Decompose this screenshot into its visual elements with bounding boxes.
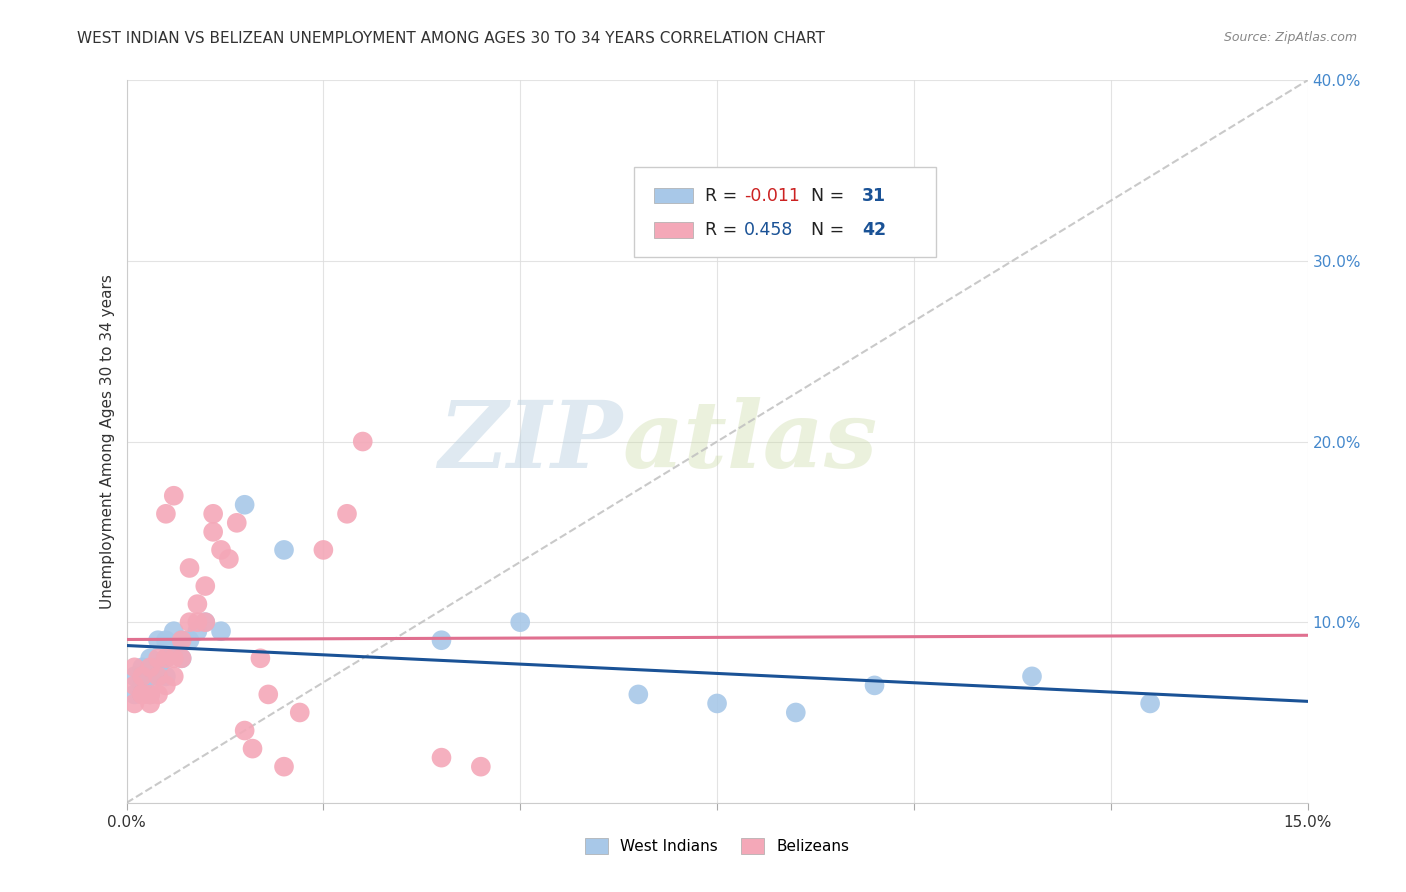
Point [170,633,193,648]
Text: -0.011: -0.011 [744,186,800,204]
Point [139,697,162,711]
Text: WEST INDIAN VS BELIZEAN UNEMPLOYMENT AMONG AGES 30 TO 34 YEARS CORRELATION CHART: WEST INDIAN VS BELIZEAN UNEMPLOYMENT AMO… [77,31,825,46]
Point [146,633,169,648]
Point [179,561,201,575]
Point [170,651,193,665]
Point [863,678,886,692]
Point [146,687,169,701]
Point [336,507,359,521]
Point [194,615,217,630]
Point [430,750,453,764]
Point [225,516,247,530]
Text: R =: R = [706,221,742,239]
Point [627,687,650,701]
Point [163,489,186,503]
Point [146,660,169,674]
Point [186,597,208,611]
FancyBboxPatch shape [654,187,693,203]
Point [509,615,531,630]
Text: R =: R = [706,186,742,204]
FancyBboxPatch shape [634,167,935,257]
Point [273,760,295,774]
Point [146,669,169,683]
Point [352,434,374,449]
Point [249,651,271,665]
Point [146,669,169,683]
Legend: West Indians, Belizeans: West Indians, Belizeans [579,832,855,860]
Point [233,498,256,512]
Point [209,542,232,557]
Point [124,660,146,674]
Point [186,624,208,639]
Point [194,615,217,630]
Point [194,579,217,593]
Point [124,697,146,711]
Point [1021,669,1043,683]
Point [273,542,295,557]
Point [131,669,153,683]
Point [257,687,280,701]
Text: ZIP: ZIP [439,397,623,486]
Text: 0.458: 0.458 [744,221,793,239]
Point [131,678,153,692]
Point [186,615,208,630]
Point [288,706,311,720]
Point [785,706,807,720]
Point [202,507,225,521]
Point [170,651,193,665]
Point [179,633,201,648]
Text: N =: N = [800,186,849,204]
Point [242,741,264,756]
Point [163,669,186,683]
Point [139,687,162,701]
FancyBboxPatch shape [654,222,693,238]
Point [163,624,186,639]
Point [163,651,186,665]
Point [233,723,256,738]
Point [124,678,146,692]
Point [139,651,162,665]
Text: Source: ZipAtlas.com: Source: ZipAtlas.com [1223,31,1357,45]
Point [146,651,169,665]
Point [139,687,162,701]
Point [155,678,177,692]
Point [179,615,201,630]
Point [209,624,232,639]
Point [124,687,146,701]
Text: 31: 31 [862,186,886,204]
Y-axis label: Unemployment Among Ages 30 to 34 years: Unemployment Among Ages 30 to 34 years [100,274,115,609]
Point [218,552,240,566]
Point [131,660,153,674]
Point [139,669,162,683]
Point [155,651,177,665]
Point [170,633,193,648]
Point [1139,697,1161,711]
Point [131,687,153,701]
Point [139,660,162,674]
Point [155,651,177,665]
Point [155,507,177,521]
Point [124,669,146,683]
Point [470,760,492,774]
Point [706,697,728,711]
Text: atlas: atlas [623,397,877,486]
Point [155,669,177,683]
Point [312,542,335,557]
Point [202,524,225,539]
Text: N =: N = [800,221,849,239]
Text: 42: 42 [862,221,886,239]
Point [163,642,186,657]
Point [155,633,177,648]
Point [131,687,153,701]
Point [430,633,453,648]
